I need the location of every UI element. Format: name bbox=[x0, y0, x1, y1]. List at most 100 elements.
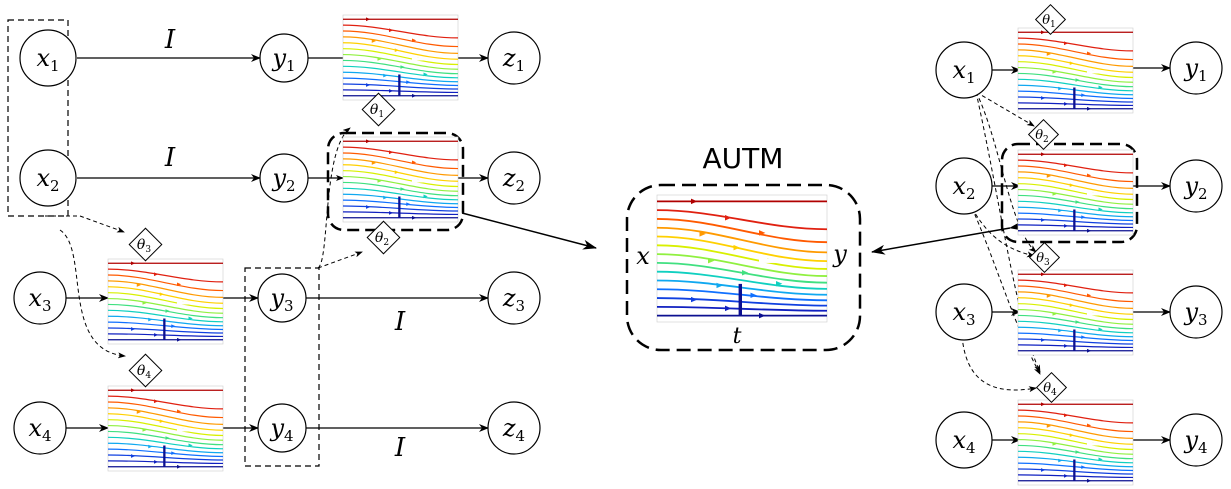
svg-text:x4: x4 bbox=[952, 426, 975, 457]
flow-image-right-1 bbox=[1017, 27, 1134, 114]
streamline-arrow bbox=[154, 272, 159, 277]
flow-tick bbox=[398, 74, 401, 96]
streamline bbox=[1017, 297, 1134, 315]
param-theta3-right: θ3 bbox=[1028, 241, 1061, 274]
cond-edge-y34-theta2 bbox=[317, 251, 363, 269]
streamline bbox=[342, 48, 459, 66]
streamline-arrow bbox=[1064, 413, 1069, 418]
streamline-arrow bbox=[412, 38, 417, 43]
streamline-arrow bbox=[1081, 335, 1086, 339]
edge-right-to-autm bbox=[871, 220, 1024, 255]
streamline bbox=[342, 42, 459, 60]
streamline bbox=[1017, 285, 1134, 303]
streamline bbox=[342, 36, 459, 55]
streamline-arrow bbox=[136, 283, 141, 287]
streamline-arrow bbox=[177, 464, 182, 469]
param-theta4-left: θ4 bbox=[128, 353, 163, 388]
streamline bbox=[342, 24, 459, 39]
streamline-arrow bbox=[154, 333, 159, 337]
streamline-arrow bbox=[1058, 208, 1063, 213]
r-node-x4: x4 bbox=[935, 411, 993, 469]
node-z1: z1 bbox=[487, 31, 541, 85]
node-z4: z4 bbox=[487, 401, 541, 455]
flow-tick bbox=[1073, 459, 1076, 481]
node-y3: y3 bbox=[257, 273, 307, 323]
flow-image-left-1 bbox=[342, 14, 459, 101]
streamline bbox=[1017, 320, 1134, 334]
streamline-arrow bbox=[733, 244, 740, 251]
streamline-arrow bbox=[1069, 61, 1074, 66]
streamline-arrow bbox=[366, 17, 371, 22]
streamline-arrow bbox=[1087, 173, 1092, 178]
streamline-arrow bbox=[1087, 348, 1092, 353]
streamline-arrow bbox=[691, 198, 698, 205]
svg-text:z4: z4 bbox=[502, 414, 525, 445]
streamline bbox=[342, 146, 459, 161]
streamline-arrow bbox=[691, 296, 698, 303]
flow-gap bbox=[1087, 192, 1101, 196]
streamline-arrow bbox=[371, 161, 376, 165]
streamline-arrow bbox=[154, 399, 159, 404]
streamline-arrow bbox=[400, 187, 405, 191]
streamline bbox=[656, 218, 828, 244]
streamline-arrow bbox=[1098, 85, 1103, 90]
svg-text:x1: x1 bbox=[952, 56, 975, 87]
r-cond-x3-theta4 bbox=[961, 335, 1037, 393]
streamline bbox=[1017, 159, 1134, 174]
streamline-arrow bbox=[389, 28, 394, 33]
r-node-x2: x2 bbox=[935, 157, 993, 215]
streamline-arrow bbox=[177, 337, 182, 342]
left-group-box-y3-y4 bbox=[244, 267, 320, 467]
streamline-arrow bbox=[1041, 402, 1046, 407]
streamline-arrow bbox=[1064, 344, 1069, 348]
streamline bbox=[1017, 415, 1134, 433]
streamline-arrow bbox=[1046, 294, 1051, 298]
flow-gap bbox=[759, 258, 780, 263]
flow-tick bbox=[1073, 209, 1076, 231]
streamline bbox=[342, 187, 459, 201]
flow-gap bbox=[412, 179, 426, 183]
streamline-arrow bbox=[1058, 458, 1063, 463]
streamline bbox=[1017, 37, 1134, 52]
cond-edge-x12-theta3 bbox=[38, 215, 125, 233]
streamline-arrow bbox=[394, 170, 399, 175]
streamline-arrow bbox=[389, 89, 394, 93]
streamline-arrow bbox=[142, 301, 147, 305]
param-theta2-right: θ2 bbox=[1027, 118, 1060, 151]
streamline bbox=[1017, 427, 1134, 445]
streamline bbox=[107, 413, 224, 431]
streamline bbox=[1017, 177, 1134, 195]
svg-text:y2: y2 bbox=[271, 164, 295, 195]
streamline bbox=[1017, 433, 1134, 451]
streamline-arrow bbox=[389, 150, 394, 155]
svg-text:y3: y3 bbox=[269, 284, 293, 315]
autm-box bbox=[625, 183, 862, 352]
streamline-arrow bbox=[171, 451, 176, 455]
streamline bbox=[1017, 66, 1134, 83]
streamline-arrow bbox=[1064, 474, 1069, 478]
autm-t-label: t bbox=[733, 324, 742, 349]
streamline bbox=[342, 158, 459, 177]
streamline-arrow bbox=[759, 230, 766, 236]
streamline-arrow bbox=[412, 215, 417, 220]
streamline-arrow bbox=[1098, 327, 1103, 332]
streamline bbox=[107, 407, 224, 426]
flow-tick bbox=[1073, 329, 1076, 351]
flow-tick bbox=[163, 445, 166, 467]
streamline-arrow bbox=[1052, 442, 1057, 446]
streamline-arrow bbox=[1087, 293, 1092, 298]
streamline-arrow bbox=[1052, 312, 1057, 316]
streamline bbox=[1017, 200, 1134, 214]
streamline bbox=[107, 309, 224, 323]
svg-text:θ4: θ4 bbox=[137, 363, 151, 381]
streamline-arrow bbox=[131, 454, 136, 458]
streamline-arrow bbox=[1069, 183, 1074, 188]
streamline-arrow bbox=[165, 436, 170, 440]
streamline-arrow bbox=[406, 80, 411, 84]
streamline-arrow bbox=[1098, 207, 1103, 212]
streamline-arrow bbox=[366, 83, 371, 87]
node-x1: x1 bbox=[19, 29, 77, 87]
streamline-arrow bbox=[142, 428, 147, 432]
svg-text:x3: x3 bbox=[952, 298, 975, 329]
svg-text:θ1: θ1 bbox=[1042, 13, 1056, 30]
